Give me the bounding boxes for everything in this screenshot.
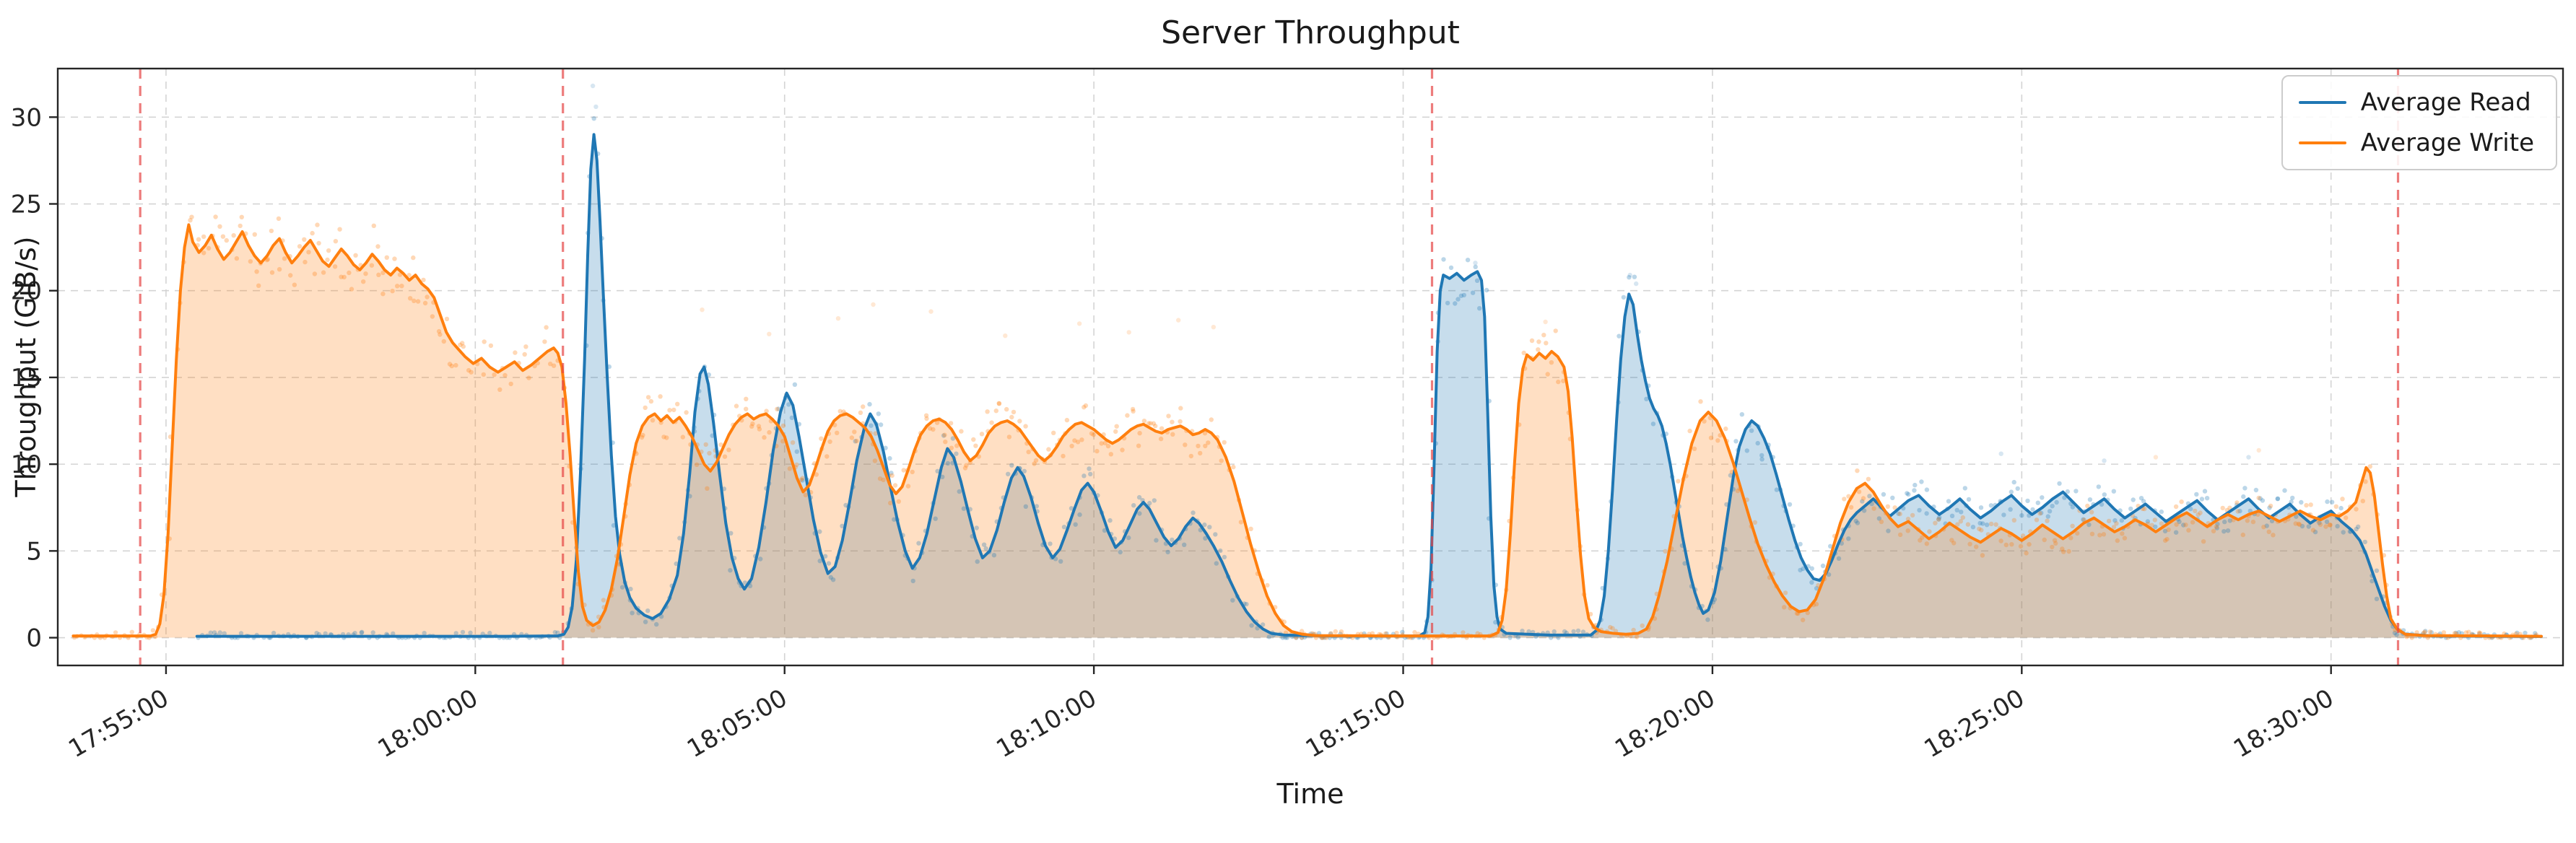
legend-line-sample-read-icon bbox=[2298, 101, 2346, 104]
y-tick-labels: 0 5 10 15 20 25 30 bbox=[11, 103, 42, 652]
svg-text:18:10:00: 18:10:00 bbox=[991, 683, 1101, 764]
outlier-dots bbox=[700, 302, 2261, 460]
svg-text:30: 30 bbox=[11, 103, 42, 132]
legend-item-average-write: Average Write bbox=[2298, 128, 2534, 157]
legend-label-average-read: Average Read bbox=[2360, 88, 2531, 117]
svg-text:18:25:00: 18:25:00 bbox=[1920, 683, 2029, 764]
chart-title: Server Throughput bbox=[1161, 14, 1460, 51]
event-vlines bbox=[139, 69, 2400, 665]
y-axis-label: Throughput (GiB/s) bbox=[10, 236, 42, 497]
svg-text:5: 5 bbox=[26, 537, 42, 566]
outlier-dots bbox=[590, 83, 2251, 463]
legend-line-sample-write-icon bbox=[2298, 141, 2346, 144]
x-tick-labels: 17:55:00 18:00:00 18:05:00 18:10:00 18:15:00… bbox=[64, 683, 2338, 764]
legend-item-average-read: Average Read bbox=[2298, 88, 2534, 117]
svg-text:10: 10 bbox=[11, 450, 42, 479]
axes-frame bbox=[49, 67, 2564, 674]
legend-label-average-write: Average Write bbox=[2360, 128, 2534, 157]
svg-text:18:00:00: 18:00:00 bbox=[373, 683, 483, 764]
svg-text:18:20:00: 18:20:00 bbox=[1610, 683, 1720, 764]
svg-text:25: 25 bbox=[11, 191, 42, 219]
svg-text:18:15:00: 18:15:00 bbox=[1301, 683, 1411, 764]
fill-write bbox=[73, 224, 2542, 638]
line-write bbox=[71, 223, 2543, 638]
legend: Average Read Average Write bbox=[2281, 75, 2557, 170]
svg-text:18:05:00: 18:05:00 bbox=[682, 683, 792, 764]
svg-text:0: 0 bbox=[26, 624, 42, 653]
grid bbox=[58, 69, 2563, 665]
svg-text:17:55:00: 17:55:00 bbox=[64, 683, 173, 764]
svg-text:20: 20 bbox=[11, 277, 42, 306]
svg-text:15: 15 bbox=[11, 364, 42, 393]
svg-text:18:30:00: 18:30:00 bbox=[2229, 683, 2338, 764]
fill-read bbox=[196, 134, 2541, 638]
line-read bbox=[195, 133, 2543, 638]
x-axis-label: Time bbox=[1276, 778, 1344, 810]
